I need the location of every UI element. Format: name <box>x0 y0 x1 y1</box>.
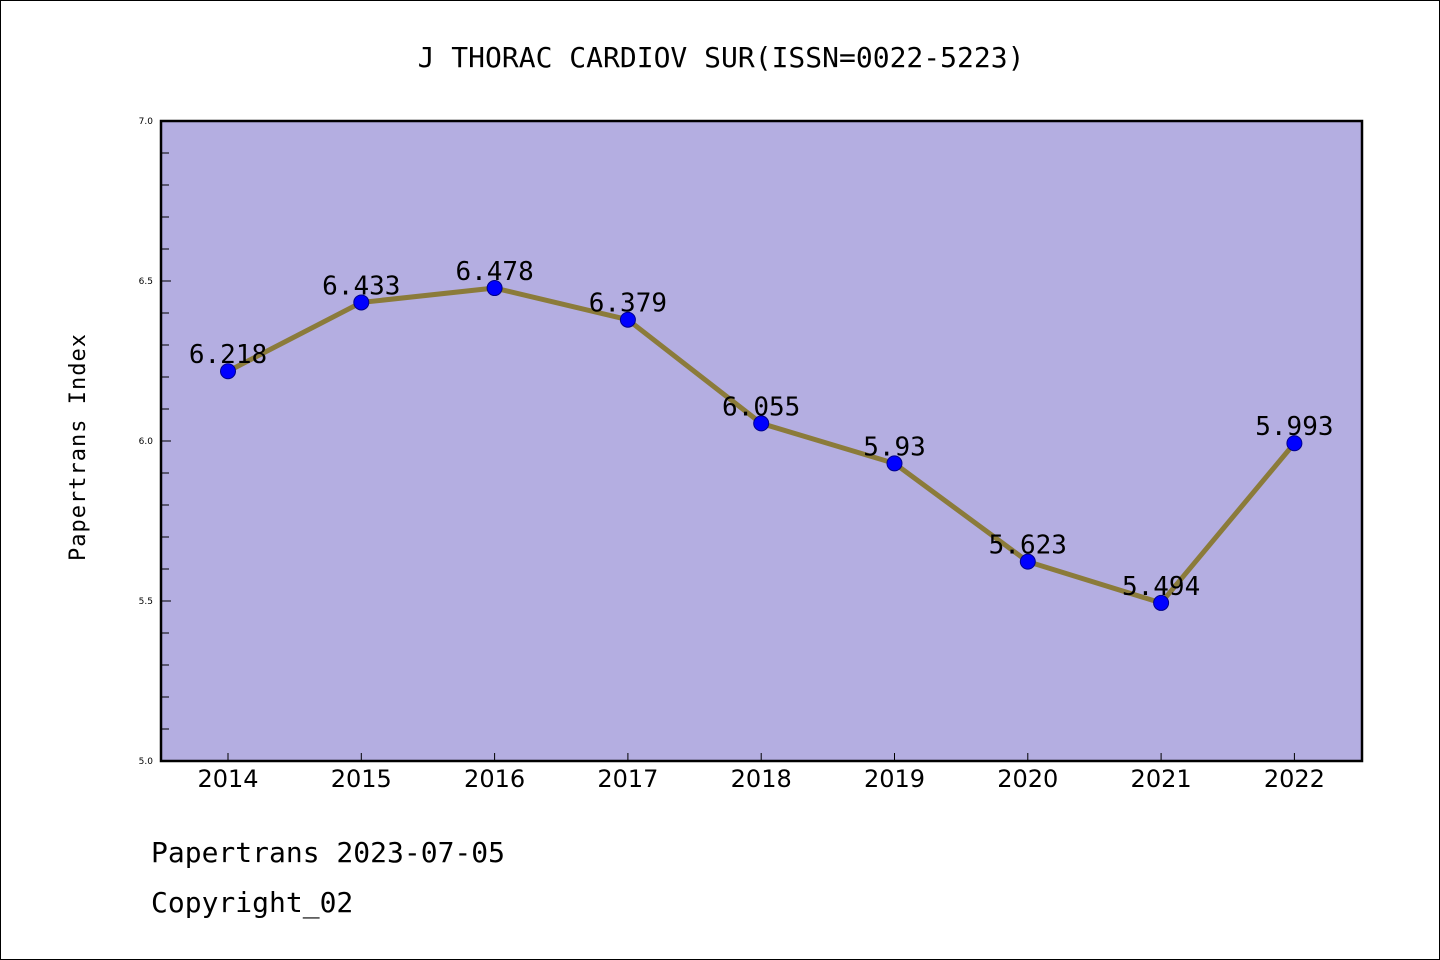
data-label: 5.993 <box>1255 412 1333 442</box>
data-label: 6.478 <box>455 257 533 287</box>
data-label: 5.93 <box>863 432 926 462</box>
data-point <box>619 311 636 328</box>
x-tick-label: 2016 <box>464 765 525 793</box>
y-tick-label: 7.0 <box>139 117 154 127</box>
data-point <box>220 363 236 380</box>
x-tick-label: 2018 <box>731 765 792 793</box>
data-points <box>220 280 1303 611</box>
data-point <box>1286 435 1303 452</box>
x-tick-label: 2020 <box>997 765 1058 793</box>
x-axis: 2014 2015 2016 2017 2018 2019 2020 2021 2022 <box>197 753 1325 793</box>
x-tick-label: 2015 <box>331 765 392 793</box>
y-tick-label: 5.5 <box>139 597 153 607</box>
data-label: 6.055 <box>722 392 800 422</box>
plot-frame <box>159 119 1364 763</box>
y-tick-label: 6.5 <box>139 277 153 287</box>
data-labels: 6.218 6.433 6.478 6.379 6.055 5.93 5.623 5.494 5… <box>189 257 1334 602</box>
data-point <box>1019 553 1036 570</box>
plot-area <box>161 121 1362 761</box>
y-tick-label: 6.0 <box>139 437 154 447</box>
y-axis: 5.0 5.5 6.0 6.5 7.0 <box>139 117 171 767</box>
x-tick-label: 2014 <box>197 765 258 793</box>
data-label: 5.623 <box>989 531 1067 561</box>
x-tick-label: 2019 <box>864 765 925 793</box>
x-tick-label: 2022 <box>1264 765 1325 793</box>
footer-date: Papertrans 2023-07-05 <box>151 836 506 869</box>
x-tick-label: 2021 <box>1131 765 1192 793</box>
data-point <box>353 294 370 311</box>
data-point <box>1153 594 1170 611</box>
data-point <box>886 455 903 472</box>
y-axis-label: Papertrans Index <box>66 333 91 561</box>
data-label: 6.379 <box>589 289 667 319</box>
data-label: 6.218 <box>189 340 267 370</box>
footer-copyright: Copyright_02 <box>151 886 354 919</box>
data-label: 6.433 <box>322 271 400 301</box>
x-tick-label: 2017 <box>597 765 658 793</box>
chart-title: J THORAC CARDIOV SUR(ISSN=0022-5223) <box>418 41 1025 74</box>
data-point <box>486 280 503 297</box>
y-tick-label: 5.0 <box>139 757 154 767</box>
data-point <box>753 415 770 432</box>
data-label: 5.494 <box>1122 572 1200 602</box>
